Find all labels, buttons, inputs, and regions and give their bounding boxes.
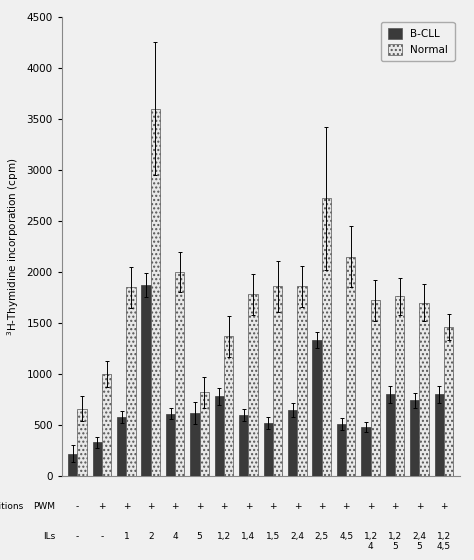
Bar — [386, 394, 395, 476]
Bar — [191, 413, 200, 476]
Text: +: + — [392, 502, 399, 511]
Bar — [322, 198, 331, 476]
Text: 5: 5 — [197, 532, 202, 541]
Bar — [248, 295, 258, 476]
Bar — [410, 400, 419, 476]
Text: +: + — [98, 502, 106, 511]
Bar — [215, 396, 224, 476]
Bar — [175, 272, 184, 476]
Bar — [77, 409, 87, 476]
Bar — [264, 423, 273, 476]
Bar — [127, 287, 136, 476]
Bar — [435, 394, 444, 476]
Bar — [200, 393, 209, 476]
Bar — [444, 327, 453, 476]
Text: +: + — [172, 502, 179, 511]
Text: 2: 2 — [148, 532, 154, 541]
Text: 1,2
4: 1,2 4 — [364, 532, 378, 551]
Text: 4: 4 — [173, 532, 178, 541]
Y-axis label: $^{3}$H-Thymidine incorporation (cpm): $^{3}$H-Thymidine incorporation (cpm) — [5, 157, 21, 335]
Text: 1,5: 1,5 — [266, 532, 280, 541]
Text: +: + — [367, 502, 374, 511]
Bar — [142, 285, 151, 476]
Text: +: + — [123, 502, 130, 511]
Bar — [395, 296, 404, 476]
Bar — [151, 109, 160, 476]
Bar — [297, 286, 307, 476]
Bar — [346, 256, 356, 476]
Bar — [224, 336, 233, 476]
Text: PWM: PWM — [34, 502, 55, 511]
Text: -: - — [76, 502, 79, 511]
Bar — [419, 302, 429, 476]
Bar — [102, 374, 111, 476]
Text: +: + — [147, 502, 155, 511]
Text: +: + — [269, 502, 277, 511]
Text: 2,4
5: 2,4 5 — [412, 532, 427, 551]
Text: 1,2
5: 1,2 5 — [388, 532, 402, 551]
Text: +: + — [245, 502, 252, 511]
Text: Additions: Additions — [0, 502, 24, 511]
Text: 1,2
4,5: 1,2 4,5 — [437, 532, 451, 551]
Text: 1,2: 1,2 — [217, 532, 231, 541]
Bar — [337, 424, 346, 476]
Bar — [312, 340, 322, 476]
Bar — [288, 410, 297, 476]
Text: +: + — [342, 502, 350, 511]
Text: -: - — [100, 532, 103, 541]
Text: -: - — [76, 532, 79, 541]
Text: 1: 1 — [123, 532, 129, 541]
Text: 2,5: 2,5 — [315, 532, 329, 541]
Bar — [361, 427, 371, 476]
Text: +: + — [318, 502, 326, 511]
Bar — [273, 286, 282, 476]
Bar — [92, 442, 102, 476]
Text: 4,5: 4,5 — [339, 532, 353, 541]
Text: +: + — [440, 502, 447, 511]
Bar — [117, 417, 127, 476]
Text: +: + — [416, 502, 423, 511]
Text: ILs: ILs — [43, 532, 55, 541]
Bar — [239, 415, 248, 476]
Text: 2,4: 2,4 — [291, 532, 304, 541]
Bar — [166, 414, 175, 476]
Text: +: + — [220, 502, 228, 511]
Text: +: + — [196, 502, 203, 511]
Bar — [371, 301, 380, 476]
Text: 1,4: 1,4 — [241, 532, 255, 541]
Bar — [68, 454, 77, 476]
Legend: B-CLL, Normal: B-CLL, Normal — [381, 22, 455, 62]
Text: +: + — [293, 502, 301, 511]
